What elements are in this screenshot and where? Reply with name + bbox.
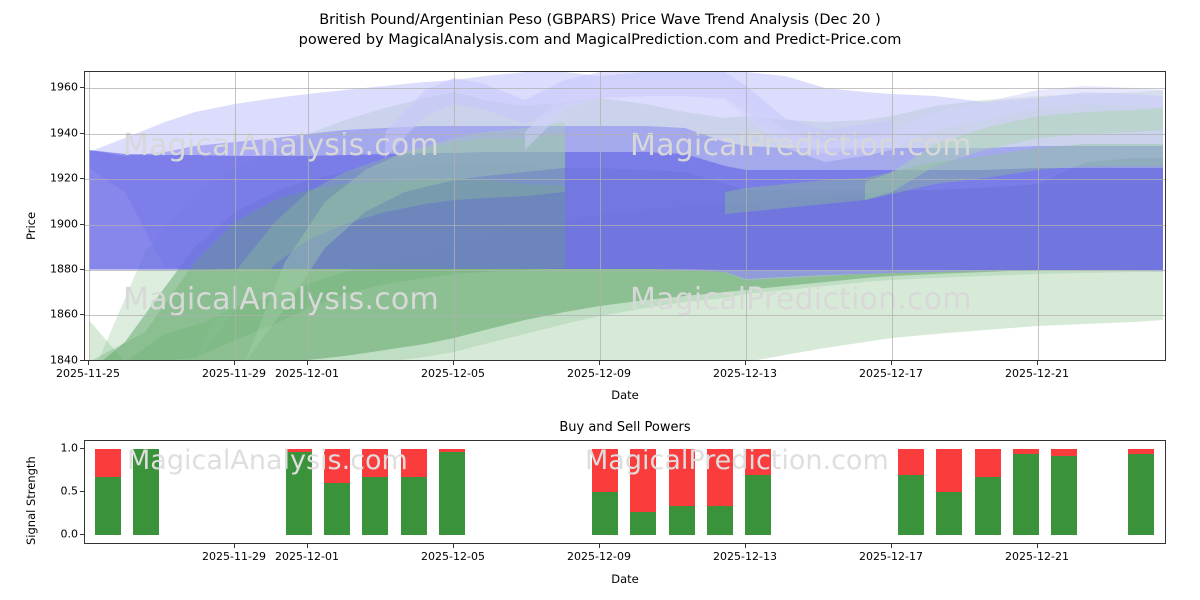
bar-group [133, 449, 159, 535]
x-tick-mark [88, 361, 89, 365]
y-tick-label: 1960 [50, 80, 78, 94]
bar-group [669, 449, 695, 535]
x-tick-label: 2025-11-29 [202, 367, 266, 380]
buy-sell-title: Buy and Sell Powers [559, 420, 691, 435]
bar-group [1013, 449, 1039, 535]
bar-group [1128, 449, 1154, 535]
bar-group [95, 449, 121, 535]
price-chart-plot-area: MagicalAnalysis.com MagicalPrediction.co… [84, 71, 1166, 361]
y-tick-mark [80, 133, 84, 134]
x-tick-label: 2025-12-09 [567, 550, 631, 563]
chart-title-block: British Pound/Argentinian Peso (GBPARS) … [0, 10, 1200, 50]
y-tick-label: 1920 [50, 171, 78, 185]
x-tick-label: 2025-12-13 [713, 550, 777, 563]
x-tick-label: 2025-12-13 [713, 367, 777, 380]
bar-group [286, 449, 312, 535]
x-tick-label: 2025-12-09 [567, 367, 631, 380]
chart-title-line-2: powered by MagicalAnalysis.com and Magic… [298, 32, 902, 48]
price-y-axis-label: Price [24, 211, 38, 240]
x-tick-label: 2025-11-29 [202, 550, 266, 563]
bar-group [592, 449, 618, 535]
bar-group [745, 449, 771, 535]
bar-group [401, 449, 427, 535]
x-tick-mark [453, 544, 454, 548]
x-tick-label: 2025-12-01 [275, 550, 339, 563]
gridline-h [85, 88, 1165, 89]
x-tick-mark [1037, 361, 1038, 365]
x-tick-mark [891, 361, 892, 365]
x-tick-mark [307, 361, 308, 365]
x-tick-label: 2025-12-17 [859, 550, 923, 563]
x-tick-mark [599, 361, 600, 365]
x-tick-mark [745, 361, 746, 365]
y-tick-mark [80, 87, 84, 88]
gridline-v [235, 72, 236, 360]
x-tick-label: 2025-12-21 [1005, 367, 1069, 380]
bar-group [439, 449, 465, 535]
x-tick-label: 2025-12-05 [421, 367, 485, 380]
y-tick-label: 1940 [50, 126, 78, 140]
gridline-v [308, 72, 309, 360]
x-tick-mark [599, 544, 600, 548]
y-tick-label: 0.0 [60, 527, 79, 541]
x-tick-mark [234, 544, 235, 548]
y-tick-label: 0.5 [60, 484, 79, 498]
gridline-v [746, 72, 747, 360]
y-tick-mark [80, 448, 84, 449]
bar-group [1051, 449, 1077, 535]
y-tick-mark [80, 224, 84, 225]
buy-sell-y-axis-label: Signal Strength [24, 456, 38, 545]
x-tick-mark [307, 544, 308, 548]
y-tick-label: 1880 [50, 262, 78, 276]
gridline-v [1038, 72, 1039, 360]
bar-group [630, 449, 656, 535]
y-tick-mark [80, 534, 84, 535]
y-tick-label: 1860 [50, 307, 78, 321]
price-x-axis-label: Date [611, 388, 639, 402]
x-tick-label: 2025-12-05 [421, 550, 485, 563]
gridline-h [85, 225, 1165, 226]
x-tick-label: 2025-12-01 [275, 367, 339, 380]
chart-title-line-1: British Pound/Argentinian Peso (GBPARS) … [319, 12, 881, 28]
buy-sell-plot-area: MagicalAnalysis.com MagicalPrediction.co… [84, 440, 1166, 544]
y-tick-mark [80, 269, 84, 270]
bar-group [898, 449, 924, 535]
bar-group [936, 449, 962, 535]
buy-sell-x-axis-label: Date [611, 572, 639, 586]
buy-sell-bars [95, 449, 1154, 535]
bar-group [324, 449, 350, 535]
y-tick-label: 1840 [50, 353, 78, 367]
x-tick-mark [1037, 544, 1038, 548]
gridline-h [85, 179, 1165, 180]
y-tick-label: 1.0 [60, 441, 79, 455]
x-tick-mark [234, 361, 235, 365]
gridline-v [454, 72, 455, 360]
y-tick-mark [80, 178, 84, 179]
y-tick-label: 1900 [50, 217, 78, 231]
x-tick-mark [891, 544, 892, 548]
bar-group [975, 449, 1001, 535]
gridline-v [600, 72, 601, 360]
gridline-h [85, 270, 1165, 271]
bar-group [707, 449, 733, 535]
price-wave-bands [89, 72, 1163, 360]
x-tick-label: 2025-12-17 [859, 367, 923, 380]
x-tick-label: 2025-12-21 [1005, 550, 1069, 563]
x-tick-label: 2025-11-25 [56, 367, 120, 380]
gridline-h [85, 315, 1165, 316]
gridline-v [892, 72, 893, 360]
x-tick-mark [453, 361, 454, 365]
y-tick-mark [80, 491, 84, 492]
y-tick-mark [80, 360, 84, 361]
x-tick-mark [745, 544, 746, 548]
gridline-h [85, 134, 1165, 135]
y-tick-mark [80, 314, 84, 315]
gridline-v [89, 72, 90, 360]
bar-group [362, 449, 388, 535]
